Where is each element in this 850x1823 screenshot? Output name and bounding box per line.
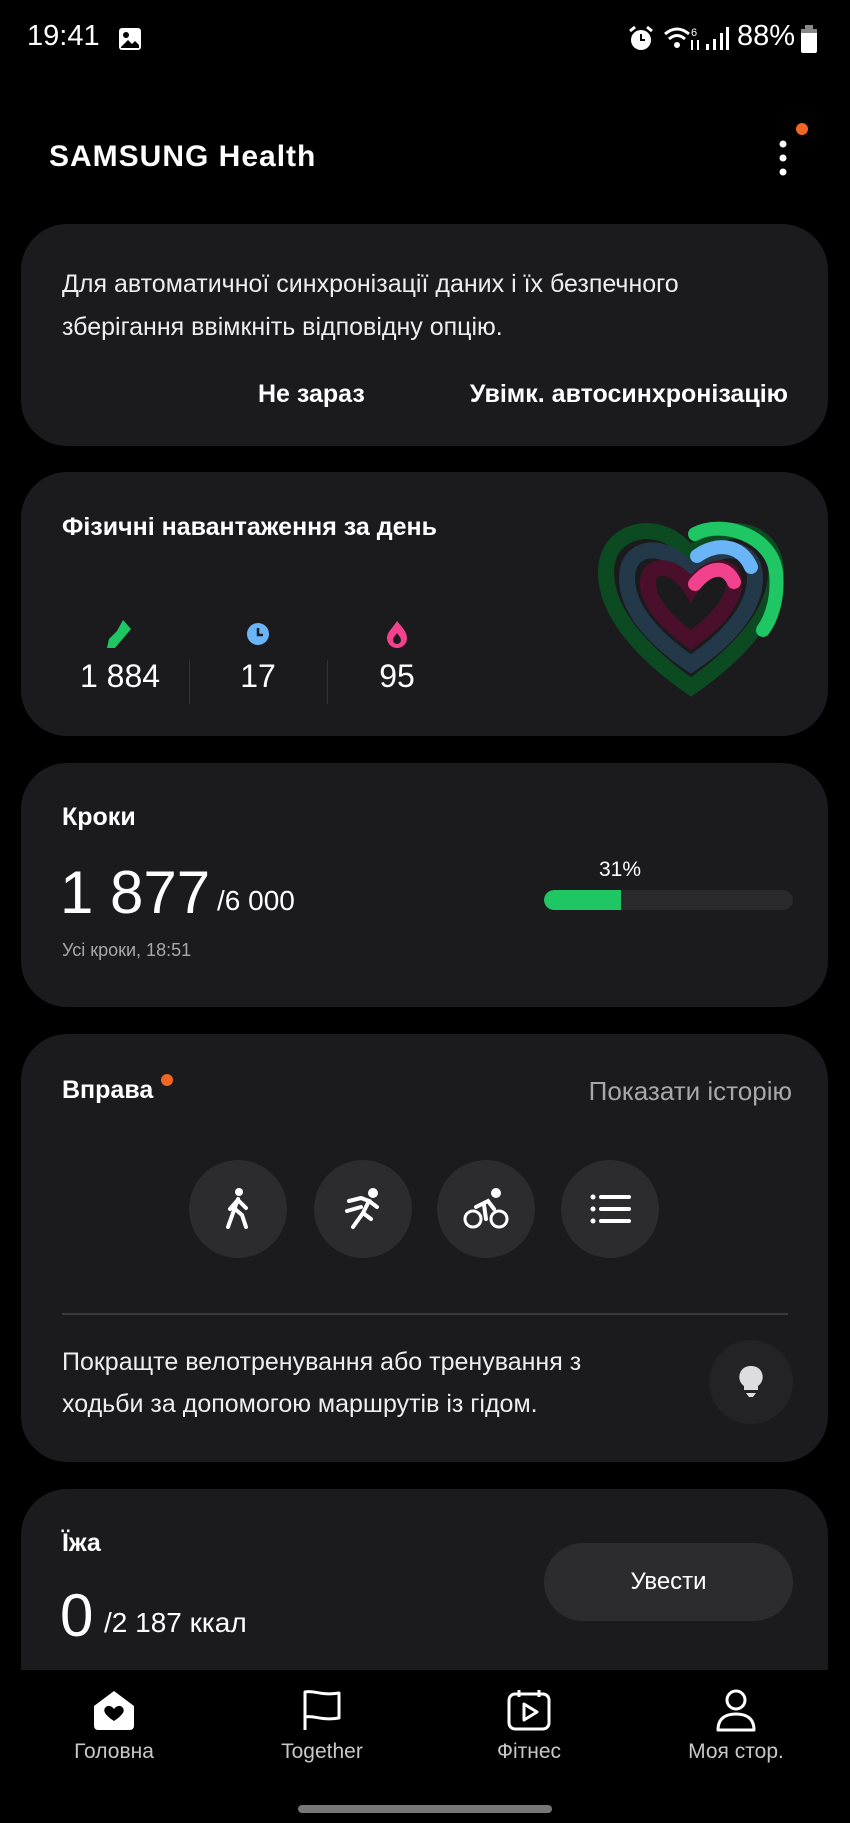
not-now-button[interactable]: Не зараз <box>258 380 365 408</box>
flame-icon <box>387 621 407 648</box>
food-goal: /2 187 ккал <box>104 1607 247 1638</box>
steps-subtitle: Усі кроки, 18:51 <box>62 940 192 960</box>
nav-label: Фітнес <box>496 1740 562 1763</box>
home-heart-icon <box>94 1691 134 1730</box>
tip-button[interactable] <box>709 1340 793 1424</box>
cycling-icon <box>463 1188 509 1229</box>
walking-icon <box>226 1188 248 1229</box>
app-logo: SAMSUNG Health <box>49 140 317 173</box>
active-time-stat: 17 <box>198 617 318 695</box>
shoe-icon <box>107 620 131 648</box>
walking-button[interactable] <box>189 1160 287 1258</box>
nav-my-page[interactable]: Моя стор. <box>646 1688 826 1764</box>
sync-message-line2: зберігання ввімкніть відповідну опцію. <box>62 313 503 341</box>
show-history-link[interactable]: Показати історію <box>588 1076 792 1106</box>
more-exercises-button[interactable] <box>561 1160 659 1258</box>
alarm-icon <box>629 25 653 50</box>
steps-stat: 1 884 <box>60 617 180 695</box>
steps-card[interactable]: Кроки 1 877 /6 000 Усі кроки, 18:51 31% <box>21 763 828 1007</box>
sync-card: Для автоматичної синхронізації даних і ї… <box>21 224 828 446</box>
activity-title: Фізичні навантаження за день <box>62 513 437 541</box>
food-title: Їжа <box>62 1529 101 1557</box>
nav-fitness[interactable]: Фітнес <box>439 1688 619 1764</box>
divider <box>327 660 328 704</box>
more-vertical-icon <box>779 140 787 176</box>
steps-percent: 31% <box>599 858 642 881</box>
tip-line1: Покращте велотренування або тренування з <box>62 1348 582 1376</box>
enable-autosync-button[interactable]: Увімк. автосинхронізацію <box>469 380 788 408</box>
exercise-title: Вправа <box>62 1076 154 1104</box>
sync-message-line1: Для автоматичної синхронізації даних і ї… <box>62 270 679 298</box>
food-value: 0 <box>60 1582 94 1649</box>
exercise-badge <box>161 1074 173 1086</box>
nav-label: Моя стор. <box>688 1740 784 1763</box>
nav-label: Головна <box>74 1740 154 1763</box>
steps-title: Кроки <box>62 803 136 831</box>
stat-value: 1 884 <box>79 658 161 694</box>
svg-text:6: 6 <box>691 27 697 39</box>
tip-line2: ходьби за допомогою маршрутів із гідом. <box>62 1390 538 1418</box>
cycling-button[interactable] <box>437 1160 535 1258</box>
clock-icon <box>247 623 269 645</box>
stat-value: 17 <box>240 658 276 694</box>
bottom-nav <box>0 1670 850 1823</box>
running-button[interactable] <box>314 1160 412 1258</box>
stat-value: 95 <box>379 658 415 694</box>
battery-icon <box>801 25 817 53</box>
nav-together[interactable]: Together <box>232 1688 412 1764</box>
activity-heart-rings <box>597 521 785 697</box>
flag-icon <box>303 1690 341 1730</box>
running-icon <box>345 1188 379 1229</box>
fitness-video-icon <box>507 1690 551 1731</box>
calories-stat: 95 <box>337 617 457 695</box>
steps-progress-fill <box>544 890 622 910</box>
steps-goal: /6 000 <box>217 885 295 916</box>
divider <box>189 660 190 704</box>
wifi-icon: 6 <box>664 27 699 50</box>
nav-label: Together <box>281 1740 363 1763</box>
divider <box>62 1313 788 1315</box>
home-indicator[interactable] <box>298 1805 552 1813</box>
person-icon <box>716 1689 756 1732</box>
enter-food-button[interactable]: Увести <box>544 1543 793 1621</box>
status-time: 19:41 <box>27 20 100 52</box>
steps-progress-bar <box>544 890 793 910</box>
more-options-button[interactable] <box>770 138 796 182</box>
gallery-icon <box>119 28 141 50</box>
exercise-card: Вправа Показати історію Покращте велотре… <box>21 1034 828 1462</box>
battery-percent: 88% <box>737 20 796 52</box>
notification-badge <box>796 123 808 135</box>
signal-icon <box>706 27 729 50</box>
daily-activity-card[interactable]: Фізичні навантаження за день 1 884 17 95 <box>21 472 828 736</box>
lightbulb-icon <box>739 1365 763 1397</box>
steps-value: 1 877 <box>60 859 211 926</box>
list-icon <box>590 1194 631 1224</box>
nav-home[interactable]: Головна <box>24 1688 204 1764</box>
